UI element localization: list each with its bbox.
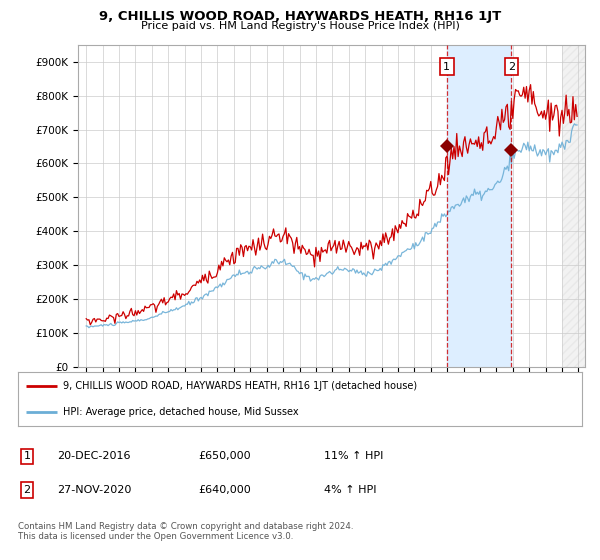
Text: 9, CHILLIS WOOD ROAD, HAYWARDS HEATH, RH16 1JT (detached house): 9, CHILLIS WOOD ROAD, HAYWARDS HEATH, RH… — [63, 381, 417, 391]
Text: 27-NOV-2020: 27-NOV-2020 — [57, 485, 131, 495]
Text: 9, CHILLIS WOOD ROAD, HAYWARDS HEATH, RH16 1JT: 9, CHILLIS WOOD ROAD, HAYWARDS HEATH, RH… — [99, 10, 501, 22]
Text: 11% ↑ HPI: 11% ↑ HPI — [324, 451, 383, 461]
Text: 4% ↑ HPI: 4% ↑ HPI — [324, 485, 377, 495]
Text: 1: 1 — [23, 451, 31, 461]
Text: Price paid vs. HM Land Registry's House Price Index (HPI): Price paid vs. HM Land Registry's House … — [140, 21, 460, 31]
Text: £650,000: £650,000 — [198, 451, 251, 461]
Text: 20-DEC-2016: 20-DEC-2016 — [57, 451, 131, 461]
Text: 1: 1 — [443, 62, 450, 72]
Text: 2: 2 — [508, 62, 515, 72]
Bar — [562, 45, 585, 367]
Text: HPI: Average price, detached house, Mid Sussex: HPI: Average price, detached house, Mid … — [63, 407, 299, 417]
Text: 2: 2 — [23, 485, 31, 495]
Text: Contains HM Land Registry data © Crown copyright and database right 2024.
This d: Contains HM Land Registry data © Crown c… — [18, 522, 353, 542]
Bar — [446, 45, 511, 367]
Text: £640,000: £640,000 — [198, 485, 251, 495]
